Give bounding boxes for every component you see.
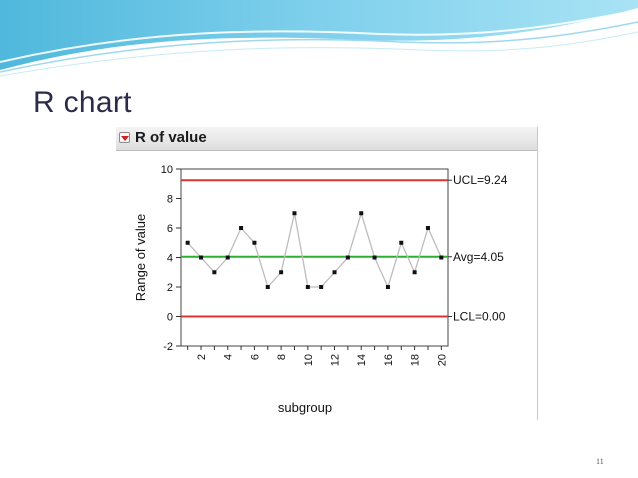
data-point [372,255,377,260]
data-point [332,270,337,275]
y-tick-label: 0 [167,312,173,324]
reference-line-label: Avg=4.05 [453,250,504,264]
reference-line-label: UCL=9.24 [453,173,508,187]
chart-panel: R of value -2 0 2 4 6 8 10 2 4 6 8 10 12 14 16 18 20 UCL=… [116,127,538,420]
data-point [305,285,310,289]
data-point [185,240,190,245]
data-point [399,240,404,245]
data-point [279,270,284,275]
x-tick-label: 6 [249,354,261,360]
x-tick-label: 12 [330,354,342,366]
x-tick-label: 20 [436,354,448,366]
panel-header: R of value [116,127,537,151]
x-tick-label: 4 [223,354,235,360]
reference-line-label: LCL=0.00 [453,310,506,324]
data-point [439,255,444,260]
x-tick-label: 16 [383,354,395,366]
y-tick-label: 8 [167,194,173,206]
data-point [252,240,257,245]
header-wave-decoration [0,0,638,77]
y-tick-label: 2 [167,282,173,294]
data-point [292,211,297,216]
x-tick-label: 2 [196,354,208,360]
page-number: 11 [596,457,604,466]
data-point [212,270,217,275]
data-point [225,255,230,260]
data-point [385,285,390,289]
data-point [319,285,324,289]
data-point [425,226,430,230]
x-tick-label: 10 [303,354,315,366]
panel-title: R of value [135,129,207,146]
x-tick-label: 14 [356,354,368,366]
x-tick-label: 8 [276,354,288,360]
data-point [199,255,204,260]
disclosure-toggle-icon[interactable] [119,132,130,143]
data-point [265,285,270,289]
r-chart: -2 0 2 4 6 8 10 2 4 6 8 10 12 14 16 18 20 UCL=9.24 Avg=4.0… [133,164,508,415]
data-point [359,211,364,216]
x-tick-label: 18 [410,354,422,366]
data-point [239,226,244,230]
range-series-line [187,211,442,289]
data-point [345,255,350,260]
y-tick-label: 4 [167,253,173,265]
y-tick-label: 6 [167,223,173,235]
slide-title: R chart [33,86,132,119]
data-point [412,270,417,275]
x-axis-title: subgroup [278,400,332,415]
y-tick-label: -2 [163,341,173,353]
y-axis-title: Range of value [133,214,148,301]
y-tick-label: 10 [161,164,173,176]
